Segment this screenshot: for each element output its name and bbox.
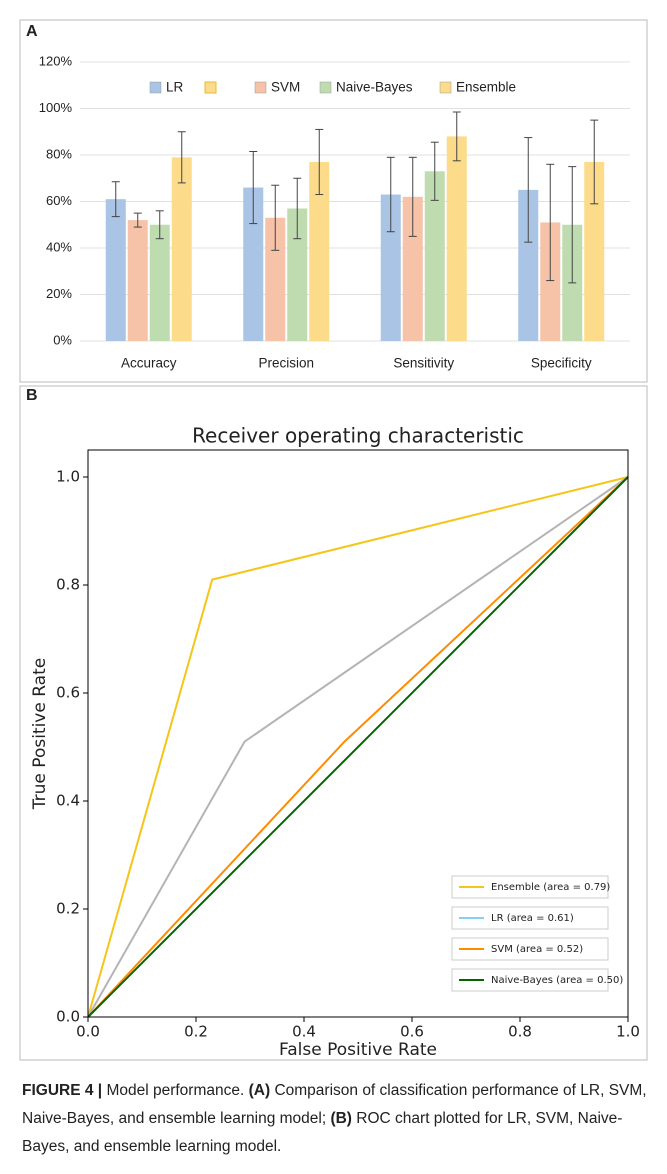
y-tick-label: 60% xyxy=(46,193,72,208)
error-bar xyxy=(386,156,395,233)
bar xyxy=(584,161,605,341)
legend-label: Naive-Bayes (area = 0.50) xyxy=(491,975,623,986)
legend-box xyxy=(451,968,609,992)
legend-label: LR xyxy=(166,80,184,95)
figure: A B 0% 20% 40% 60% 80% 100% 120% Accuracy Precis… xyxy=(19,19,648,1061)
error-bar xyxy=(133,212,142,228)
error-bar xyxy=(155,210,164,240)
legend-label: Ensemble xyxy=(456,80,516,95)
x-tick-label: Specificity xyxy=(531,356,592,371)
caption-text: Model performance. xyxy=(102,1082,249,1099)
error-bar xyxy=(546,163,555,282)
error-bar xyxy=(452,111,461,162)
legend-swatch xyxy=(204,81,217,94)
legend-box xyxy=(451,875,609,899)
error-bar xyxy=(430,141,439,201)
legend-swatch xyxy=(149,81,162,94)
roc-line xyxy=(87,476,629,1018)
y-tick-label: 0% xyxy=(53,332,72,347)
caption-text: FIGURE 4 | xyxy=(22,1082,103,1099)
legend-swatch xyxy=(319,81,332,94)
caption-text: (B) xyxy=(330,1110,352,1127)
x-tick-label: 0.0 xyxy=(76,1023,100,1041)
y-tick-label: 0.4 xyxy=(56,792,80,810)
error-bar xyxy=(271,184,280,251)
y-tick-label: 80% xyxy=(46,146,72,161)
caption-text: ROC chart plotted for LR, SVM, Naive-Bay… xyxy=(22,1110,623,1155)
y-tick-label: 20% xyxy=(46,286,72,301)
bar xyxy=(171,157,192,341)
x-tick-label: Accuracy xyxy=(121,356,177,371)
caption-text: Comparison of classification performance… xyxy=(22,1082,651,1127)
legend-label: Naive-Bayes xyxy=(336,80,413,95)
bar xyxy=(265,217,286,341)
bar xyxy=(424,171,445,341)
legend-box xyxy=(451,937,609,961)
bar xyxy=(402,196,423,341)
y-tick-label: 0.0 xyxy=(56,1008,80,1026)
panel-label: A xyxy=(26,23,38,40)
roc-line xyxy=(87,476,629,1018)
legend-box xyxy=(451,906,609,930)
error-bar xyxy=(568,166,577,284)
error-bar xyxy=(315,128,324,196)
bar xyxy=(287,208,308,341)
error-bar xyxy=(177,131,186,184)
bar xyxy=(380,194,401,341)
x-tick-label: 0.8 xyxy=(508,1023,532,1041)
x-tick-label: 0.6 xyxy=(400,1023,424,1041)
bar xyxy=(309,161,330,341)
bar xyxy=(105,199,126,341)
y-axis-label: True Positive Rate xyxy=(30,658,50,810)
roc-line xyxy=(87,476,629,1018)
y-tick-label: 40% xyxy=(46,239,72,254)
x-tick-label: 0.2 xyxy=(184,1023,208,1041)
error-bar xyxy=(408,156,417,237)
x-tick-label: Precision xyxy=(258,356,314,371)
bar xyxy=(446,136,467,341)
y-tick-label: 0.6 xyxy=(56,684,80,702)
error-bar xyxy=(111,181,120,218)
x-tick-label: 1.0 xyxy=(616,1023,640,1041)
bar xyxy=(127,220,148,341)
legend-swatch xyxy=(254,81,267,94)
y-tick-label: 0.8 xyxy=(56,576,80,594)
y-tick-label: 120% xyxy=(39,53,73,68)
bar xyxy=(540,222,561,341)
legend-label: LR (area = 0.61) xyxy=(491,913,574,924)
bar xyxy=(518,189,539,341)
panel-label: B xyxy=(26,387,38,404)
error-bar xyxy=(249,151,258,225)
roc-line xyxy=(87,476,629,1018)
error-bar xyxy=(590,119,599,205)
legend-swatch xyxy=(439,81,452,94)
legend-label: SVM xyxy=(271,80,300,95)
caption-text: (A) xyxy=(248,1082,271,1099)
bar xyxy=(149,224,170,341)
error-bar xyxy=(293,177,302,240)
error-bar xyxy=(524,137,533,243)
legend-label: SVM (area = 0.52) xyxy=(491,944,583,955)
y-tick-label: 100% xyxy=(39,100,73,115)
x-tick-label: 0.4 xyxy=(292,1023,316,1041)
caption: FIGURE 4 | Model performance. (A) Compar… xyxy=(22,1077,647,1161)
x-axis-label: False Positive Rate xyxy=(279,1040,437,1060)
y-tick-label: 1.0 xyxy=(56,468,80,486)
chart-title: Receiver operating characteristic xyxy=(192,424,524,448)
x-tick-label: Sensitivity xyxy=(393,356,454,371)
y-tick-label: 0.2 xyxy=(56,900,80,918)
legend-label: Ensemble (area = 0.79) xyxy=(491,882,610,893)
plot-frame xyxy=(87,449,629,1018)
bar xyxy=(243,187,264,341)
